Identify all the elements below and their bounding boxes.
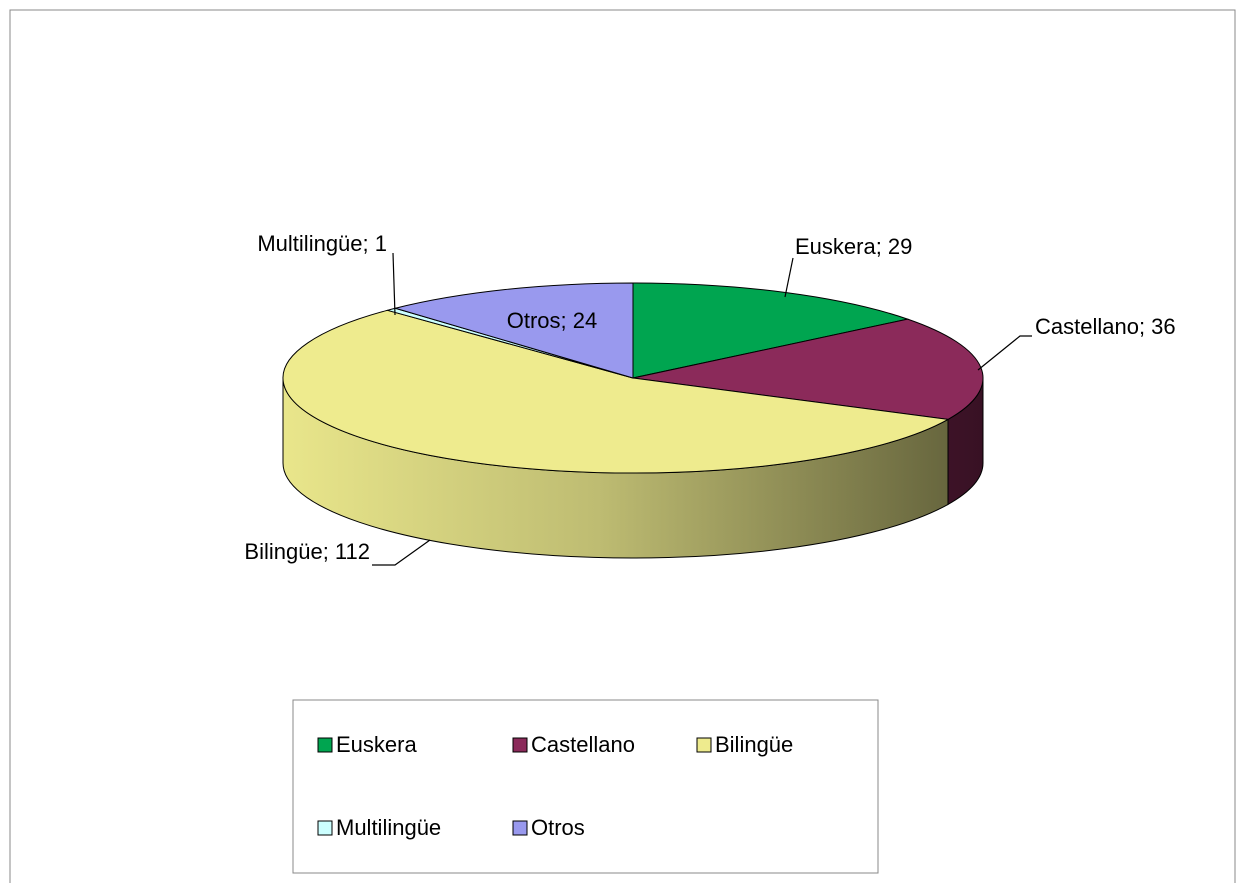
data-label: Otros; 24: [507, 308, 597, 333]
leader-line: [392, 252, 396, 316]
legend-label: Bilingüe: [715, 732, 793, 757]
legend-label: Otros: [531, 815, 585, 840]
legend-label: Multilingüe: [336, 815, 441, 840]
legend-swatch: [317, 820, 333, 836]
legend-label: Castellano: [531, 732, 635, 757]
legend-box: [292, 699, 879, 874]
legend-swatch: [512, 820, 528, 836]
leader-line: [784, 257, 794, 298]
legend-label: Euskera: [336, 732, 417, 757]
legend-swatch: [512, 737, 528, 753]
legend-swatch: [696, 737, 712, 753]
data-label: Euskera; 29: [795, 234, 912, 259]
data-label: Bilingüe; 112: [244, 539, 370, 564]
legend-swatch: [317, 737, 333, 753]
slice: [282, 309, 950, 474]
leader-line: [977, 335, 1032, 371]
data-label: Castellano; 36: [1035, 314, 1176, 339]
data-label: Multilingüe; 1: [257, 231, 387, 256]
leader-line: [372, 539, 431, 566]
slice: [393, 282, 634, 379]
